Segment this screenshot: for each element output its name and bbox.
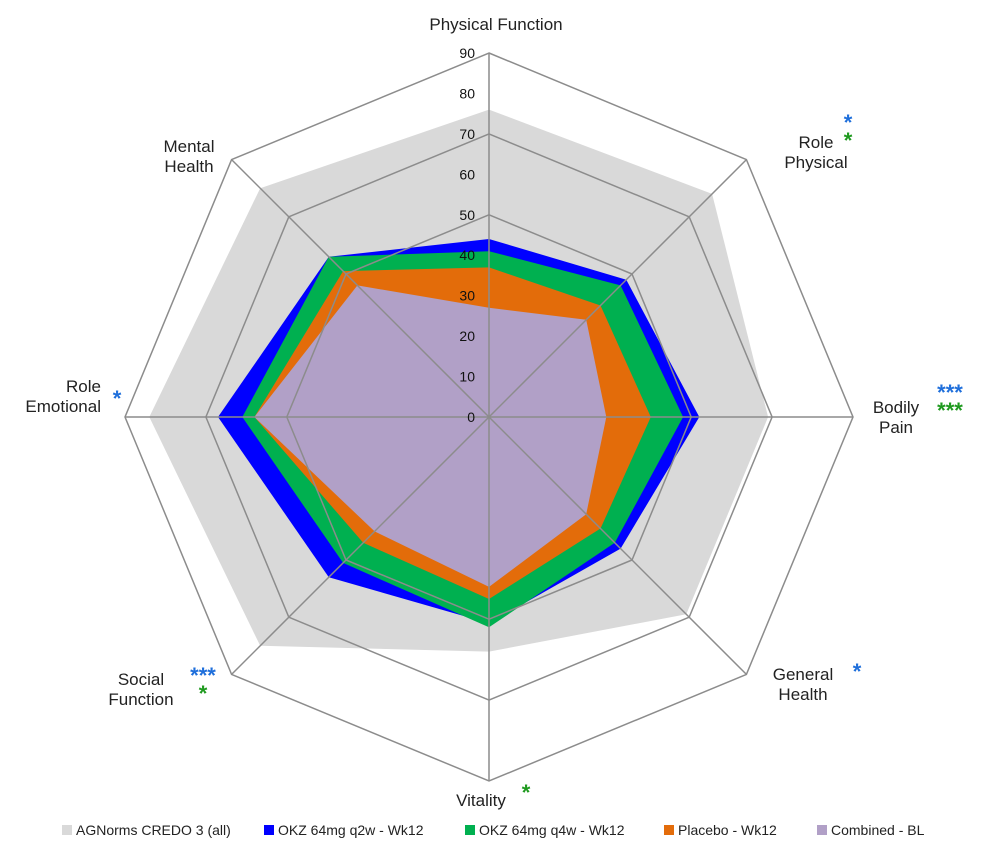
axis-label-role-physical: Role Physical bbox=[784, 133, 847, 172]
axis-label-line: Function bbox=[108, 690, 173, 709]
legend-swatch-combined-bl bbox=[817, 825, 827, 835]
axis-label-line: General bbox=[773, 665, 833, 684]
legend-swatch-okz-64mg-q4w-wk12 bbox=[465, 825, 475, 835]
axis-label-line: Role bbox=[66, 377, 101, 396]
tick-label-20: 20 bbox=[459, 328, 475, 344]
legend-label-placebo-wk12: Placebo - Wk12 bbox=[678, 822, 777, 838]
axis-label-bodily-pain: Bodily Pain bbox=[873, 398, 920, 437]
tick-labels: 0 10 20 30 40 50 60 70 80 90 bbox=[459, 45, 475, 425]
significance-bodily-pain-1: *** bbox=[937, 380, 963, 405]
axis-label-mental-health: Mental Health bbox=[163, 137, 214, 176]
tick-label-0: 0 bbox=[467, 409, 475, 425]
significance-social-function-1: *** bbox=[190, 663, 216, 688]
significance-role-emotional-1: * bbox=[113, 386, 122, 411]
axis-label-role-emotional: Role Emotional bbox=[25, 377, 101, 416]
legend-label-agnorms-credo-3-all: AGNorms CREDO 3 (all) bbox=[76, 822, 231, 838]
grid-layer bbox=[124, 52, 854, 782]
axis-label-line: Health bbox=[164, 157, 213, 176]
significance-markers: *************** bbox=[113, 110, 964, 805]
significance-bodily-pain-2: *** bbox=[937, 398, 963, 423]
series-area-combined-bl bbox=[254, 285, 607, 587]
axis-label-line: Physical bbox=[784, 153, 847, 172]
axis-label-line: Bodily bbox=[873, 398, 920, 417]
spoke-social-function bbox=[231, 416, 490, 675]
axis-label-general-health: General Health bbox=[773, 665, 833, 704]
legend-swatch-placebo-wk12 bbox=[664, 825, 674, 835]
tick-label-30: 30 bbox=[459, 288, 475, 304]
legend-label-combined-bl: Combined - BL bbox=[831, 822, 925, 838]
spoke-mental-health bbox=[231, 159, 490, 418]
significance-role-physical-1: * bbox=[844, 110, 853, 135]
axis-label-line: Vitality bbox=[456, 791, 506, 810]
axis-label-social-function: Social Function bbox=[108, 670, 173, 709]
spoke-general-health bbox=[488, 416, 747, 675]
axis-label-line: Role bbox=[799, 133, 834, 152]
axis-label-line: Pain bbox=[879, 418, 913, 437]
axis-label-physical-function: Physical Function bbox=[429, 15, 562, 34]
significance-role-physical-2: * bbox=[844, 128, 853, 153]
axis-label-line: Social bbox=[118, 670, 164, 689]
spoke-role-physical bbox=[488, 159, 747, 418]
legend-swatch-agnorms-credo-3-all bbox=[62, 825, 72, 835]
tick-label-70: 70 bbox=[459, 126, 475, 142]
tick-label-60: 60 bbox=[459, 166, 475, 182]
tick-label-90: 90 bbox=[459, 45, 475, 61]
tick-label-80: 80 bbox=[459, 85, 475, 101]
legend-label-okz-64mg-q2w-wk12: OKZ 64mg q2w - Wk12 bbox=[278, 822, 424, 838]
tick-label-10: 10 bbox=[459, 369, 475, 385]
tick-label-50: 50 bbox=[459, 207, 475, 223]
legend: AGNorms CREDO 3 (all) OKZ 64mg q2w - Wk12… bbox=[62, 822, 925, 838]
series-layer bbox=[149, 109, 769, 652]
axis-label-vitality: Vitality bbox=[456, 791, 506, 810]
significance-general-health-1: * bbox=[853, 659, 862, 684]
legend-label-okz-64mg-q4w-wk12: OKZ 64mg q4w - Wk12 bbox=[479, 822, 625, 838]
significance-social-function-2: * bbox=[199, 681, 208, 706]
significance-vitality-1: * bbox=[522, 780, 531, 805]
axis-label-line: Health bbox=[778, 685, 827, 704]
legend-swatch-okz-64mg-q2w-wk12 bbox=[264, 825, 274, 835]
axis-label-line: Mental bbox=[163, 137, 214, 156]
tick-label-40: 40 bbox=[459, 247, 475, 263]
axis-label-line: Emotional bbox=[25, 397, 101, 416]
axis-label-line: Physical Function bbox=[429, 15, 562, 34]
